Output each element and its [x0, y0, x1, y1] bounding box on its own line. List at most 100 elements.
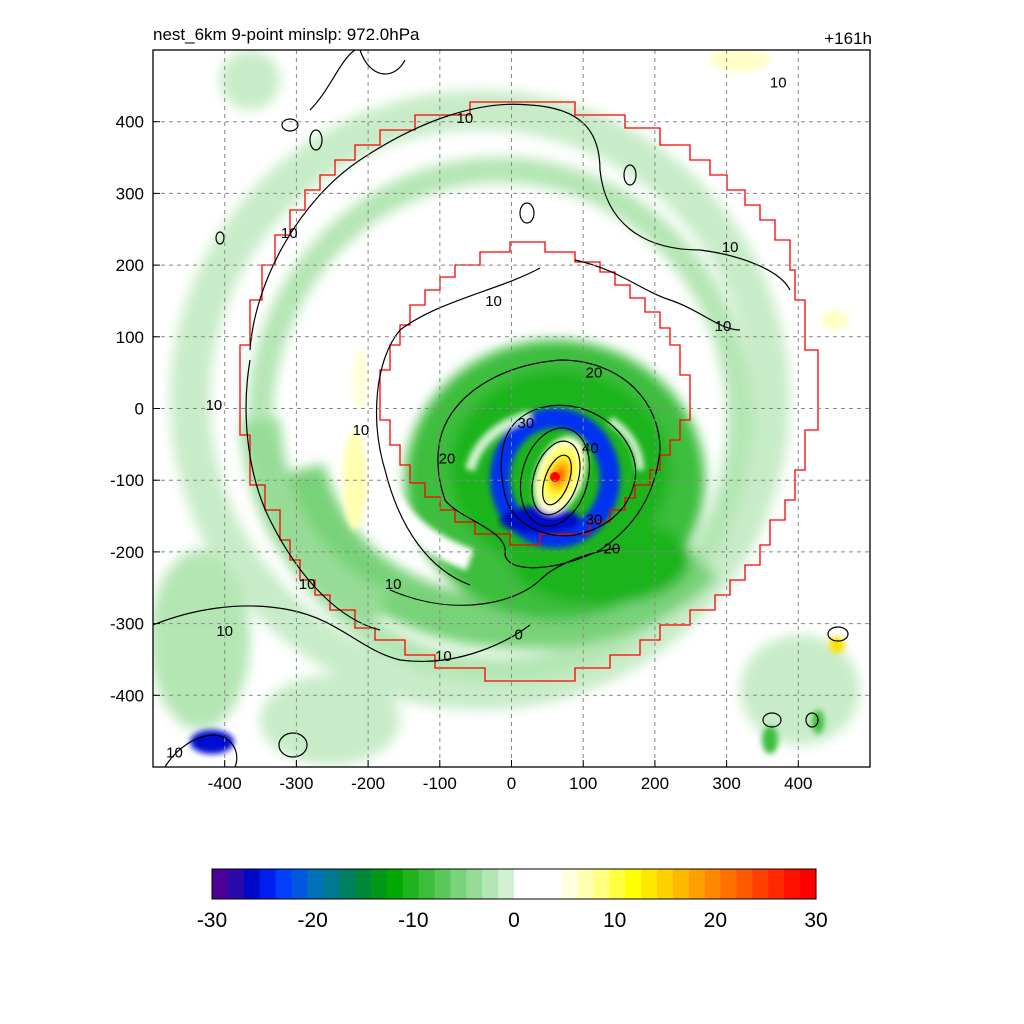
contour-60	[542, 454, 572, 506]
y-tick-label: 300	[116, 184, 144, 203]
colorbar-swatch	[593, 869, 610, 899]
contour-label: 0	[514, 626, 522, 643]
x-tick-label: 300	[712, 774, 740, 793]
colorbar-swatch	[291, 869, 308, 899]
colorbar-tick-label: 0	[508, 909, 520, 932]
y-tick-label: 0	[135, 400, 144, 419]
chart-title: nest_6km 9-point minslp: 972.0hPa	[153, 25, 420, 44]
colorbar-swatch	[752, 869, 769, 899]
colorbar-swatch	[704, 869, 722, 899]
colorbar-tick-label: 20	[704, 909, 727, 932]
contour-small-2	[309, 129, 323, 151]
colorbar-swatch	[720, 869, 738, 899]
colorbar-swatch	[800, 869, 817, 899]
contour-label: 10	[299, 576, 316, 593]
contour-10-ne	[574, 259, 741, 331]
colorbar-swatch	[561, 869, 579, 899]
colorbar-swatch	[323, 869, 340, 899]
colorbar-swatch	[227, 869, 245, 899]
y-tick-label: -100	[110, 471, 144, 490]
contour-label: 10	[353, 422, 370, 439]
contour-label: 10	[770, 74, 787, 91]
contour-20	[437, 359, 661, 569]
contour-40	[519, 427, 591, 527]
contour-small-3	[519, 202, 535, 224]
y-tick-label: -200	[110, 543, 144, 562]
colorbar-swatch	[450, 869, 467, 899]
contour-label: 10	[457, 110, 474, 127]
contour-10-outer	[249, 103, 791, 351]
contour-sw-corner	[164, 734, 238, 767]
x-tick-label: 400	[784, 774, 812, 793]
colorbar-swatch	[577, 869, 594, 899]
colorbar-tick-label: 30	[804, 909, 827, 932]
colorbar-swatch	[482, 869, 499, 899]
contour-10-west	[245, 359, 381, 631]
contour-10-north	[309, 50, 406, 111]
contour-small-8	[805, 712, 819, 728]
y-tick-label: 100	[116, 328, 144, 347]
colorbar-swatch	[386, 869, 404, 899]
contours	[153, 50, 849, 767]
colorbar-swatch	[545, 869, 563, 899]
contour-label: 10	[715, 318, 732, 335]
colorbar-tick-label: -30	[197, 909, 227, 932]
colorbar-swatch	[370, 869, 388, 899]
colorbar-swatch	[672, 869, 690, 899]
contour-small-5	[215, 231, 225, 245]
y-axis: 400 300 200 100 0 -100 -200 -300 -400	[110, 113, 160, 705]
colorbar-tick-label: -20	[297, 909, 327, 932]
x-tick-label: -100	[423, 774, 457, 793]
colorbar-swatch	[212, 869, 229, 899]
x-tick-label: 0	[507, 774, 516, 793]
colorbar-swatch	[498, 869, 515, 899]
contour-label: 30	[517, 415, 534, 432]
contour-label: 20	[586, 365, 603, 382]
y-tick-label: -300	[110, 615, 144, 634]
contour-label: 40	[582, 440, 599, 457]
x-tick-label: -400	[208, 774, 242, 793]
colorbar-swatch	[339, 869, 356, 899]
colorbar-swatch	[625, 869, 642, 899]
colorbar: -30 -20 -10 0 10 20 30	[197, 868, 828, 932]
y-tick-label: 400	[116, 113, 144, 132]
contour-label: 10	[722, 239, 739, 256]
colorbar-swatch	[259, 869, 277, 899]
colorbar-swatch	[275, 869, 292, 899]
colorbar-frame	[211, 868, 817, 900]
contour-small-1	[281, 118, 299, 132]
contour-label: 10	[166, 745, 183, 762]
contour-small-4	[623, 164, 637, 186]
time-label: +161h	[824, 29, 872, 48]
colorbar-tick-label: 10	[603, 909, 626, 932]
x-tick-label: 100	[569, 774, 597, 793]
contour-10-inner	[375, 267, 541, 586]
colorbar-swatch	[307, 869, 324, 899]
contour-10-southwest	[153, 605, 531, 662]
x-tick-label: -200	[351, 774, 385, 793]
contour-50	[531, 440, 581, 516]
contour-label: 20	[439, 451, 456, 468]
colorbar-tick-label: -10	[398, 909, 428, 932]
x-tick-label: -300	[279, 774, 313, 793]
colorbar-swatch	[688, 869, 706, 899]
y-tick-label: 200	[116, 256, 144, 275]
colorbar-swatch	[641, 869, 658, 899]
colorbar-swatch	[529, 869, 547, 899]
contour-small-9	[278, 732, 308, 758]
contour-small-6	[827, 626, 849, 642]
contour-label: 30	[586, 512, 603, 529]
contour-label: 10	[281, 225, 298, 242]
contour-label: 20	[604, 540, 621, 557]
contour-label: 10	[216, 623, 233, 640]
x-axis: -400 -300 -200 -100 0 100 200 300 400	[208, 760, 812, 793]
contour-label: 10	[206, 397, 223, 414]
outer-domain-boundary	[239, 101, 819, 682]
shaded-field	[153, 50, 860, 765]
colorbar-swatch	[243, 869, 261, 899]
colorbar-swatch	[402, 869, 420, 899]
colorbar-swatch	[355, 869, 372, 899]
